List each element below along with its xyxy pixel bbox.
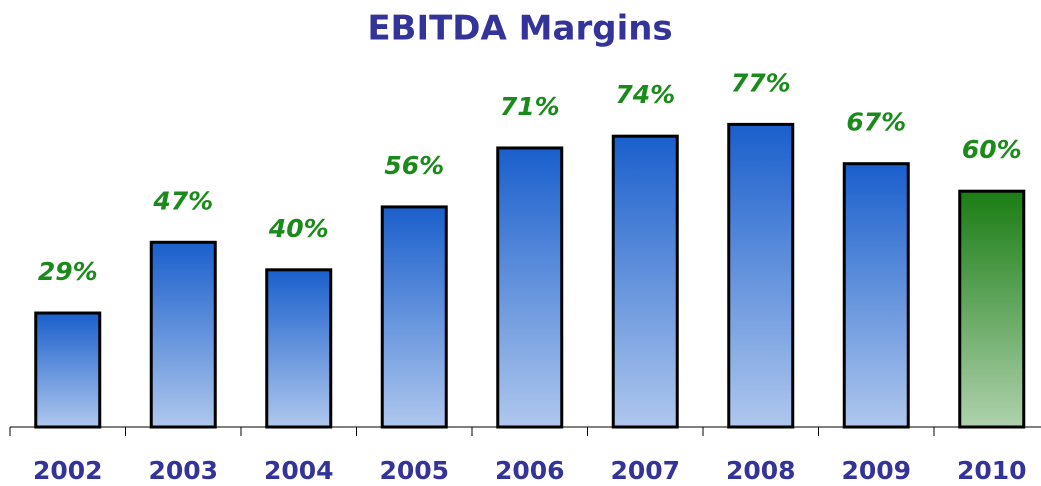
value-label: 47%: [152, 186, 213, 215]
value-label: 29%: [38, 257, 98, 286]
bar: [496, 146, 564, 429]
value-label: 40%: [268, 214, 329, 243]
x-tick-label: 2010: [957, 456, 1027, 485]
x-tick-label: 2006: [495, 456, 565, 485]
value-label: 77%: [731, 68, 791, 97]
value-label: 56%: [384, 151, 444, 180]
value-label: 67%: [846, 108, 906, 137]
x-tick-label: 2002: [33, 456, 103, 485]
bar: [727, 122, 795, 429]
value-label: 74%: [615, 80, 675, 109]
bar: [611, 134, 679, 429]
x-tick-label: 2009: [841, 456, 911, 485]
bar: [958, 189, 1026, 429]
bar: [149, 240, 217, 429]
chart-title: EBITDA Margins: [367, 9, 672, 49]
x-tick-label: 2003: [148, 456, 218, 485]
x-tick-label: 2007: [610, 456, 680, 485]
x-tick-label: 2004: [264, 456, 334, 485]
bar: [842, 162, 910, 429]
bar: [34, 311, 102, 429]
value-label: 60%: [962, 135, 1022, 164]
x-tick-label: 2005: [379, 456, 449, 485]
bar: [265, 268, 333, 429]
x-tick-label: 2008: [726, 456, 796, 485]
value-label: 71%: [500, 92, 560, 121]
bar: [380, 205, 448, 429]
